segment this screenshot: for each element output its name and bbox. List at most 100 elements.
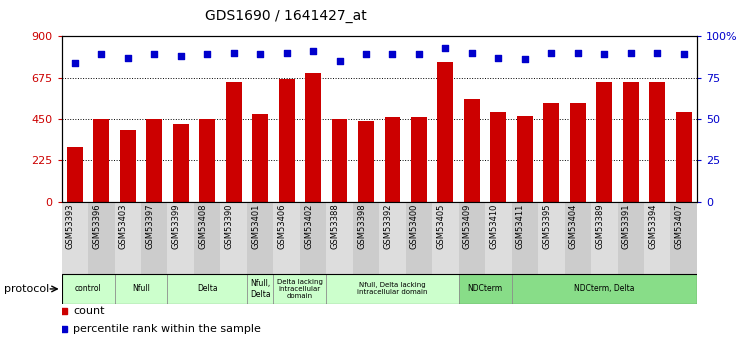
- Bar: [332, 119, 348, 202]
- Point: [175, 53, 187, 59]
- Text: GSM53396: GSM53396: [92, 203, 101, 249]
- Point: [122, 55, 134, 60]
- Text: protocol: protocol: [4, 284, 49, 294]
- Text: percentile rank within the sample: percentile rank within the sample: [73, 325, 261, 334]
- Bar: [88, 202, 115, 274]
- Bar: [167, 274, 247, 304]
- Text: Nfull,
Delta: Nfull, Delta: [250, 279, 270, 299]
- Bar: [511, 202, 538, 274]
- Bar: [459, 274, 511, 304]
- Text: GSM53393: GSM53393: [66, 203, 75, 249]
- Bar: [115, 202, 141, 274]
- Bar: [464, 99, 480, 202]
- Text: GSM53409: GSM53409: [463, 203, 472, 249]
- Text: GDS1690 / 1641427_at: GDS1690 / 1641427_at: [204, 9, 366, 23]
- Bar: [385, 117, 400, 202]
- Text: GSM53411: GSM53411: [516, 203, 525, 249]
- Point: [333, 58, 345, 64]
- Text: Nfull, Delta lacking
intracellular domain: Nfull, Delta lacking intracellular domai…: [357, 283, 428, 295]
- Bar: [115, 274, 167, 304]
- Bar: [305, 73, 321, 202]
- Point: [466, 50, 478, 56]
- Text: GSM53401: GSM53401: [251, 203, 260, 249]
- Bar: [644, 202, 671, 274]
- Bar: [591, 202, 617, 274]
- Point: [360, 52, 372, 57]
- Bar: [167, 202, 194, 274]
- Bar: [62, 274, 115, 304]
- Text: GSM53398: GSM53398: [357, 203, 366, 249]
- Bar: [252, 114, 268, 202]
- Bar: [273, 274, 326, 304]
- Point: [439, 45, 451, 51]
- Bar: [62, 202, 88, 274]
- Text: GSM53407: GSM53407: [674, 203, 683, 249]
- Point: [413, 52, 425, 57]
- Text: NDCterm, Delta: NDCterm, Delta: [574, 284, 635, 294]
- Point: [281, 50, 293, 56]
- Text: GSM53405: GSM53405: [436, 203, 445, 249]
- Point: [228, 50, 240, 56]
- Bar: [623, 82, 638, 202]
- Bar: [279, 79, 294, 202]
- Bar: [93, 119, 109, 202]
- Text: GSM53390: GSM53390: [225, 203, 234, 249]
- Bar: [570, 104, 586, 202]
- Bar: [671, 202, 697, 274]
- Text: GSM53392: GSM53392: [384, 203, 393, 249]
- Bar: [544, 104, 559, 202]
- Text: GSM53391: GSM53391: [622, 203, 631, 249]
- Bar: [273, 202, 300, 274]
- Bar: [379, 202, 406, 274]
- Bar: [247, 274, 273, 304]
- Bar: [485, 202, 511, 274]
- Text: GSM53402: GSM53402: [304, 203, 313, 249]
- Point: [651, 50, 663, 56]
- Text: GSM53406: GSM53406: [278, 203, 287, 249]
- Text: Delta lacking
intracellular
domain: Delta lacking intracellular domain: [277, 279, 323, 299]
- Bar: [406, 202, 433, 274]
- Bar: [490, 112, 506, 202]
- Point: [493, 55, 505, 60]
- Bar: [676, 112, 692, 202]
- Bar: [221, 202, 247, 274]
- Point: [599, 52, 611, 57]
- Bar: [226, 82, 242, 202]
- Bar: [438, 62, 454, 202]
- Text: GSM53399: GSM53399: [172, 203, 181, 249]
- Bar: [538, 202, 565, 274]
- Point: [148, 52, 160, 57]
- Bar: [511, 274, 697, 304]
- Bar: [67, 147, 83, 202]
- Point: [201, 52, 213, 57]
- Text: count: count: [73, 306, 104, 315]
- Point: [677, 52, 689, 57]
- Point: [95, 52, 107, 57]
- Point: [625, 50, 637, 56]
- Text: GSM53400: GSM53400: [410, 203, 419, 249]
- Point: [69, 60, 81, 66]
- Bar: [326, 202, 353, 274]
- Text: GSM53403: GSM53403: [119, 203, 128, 249]
- Text: GSM53404: GSM53404: [569, 203, 578, 249]
- Bar: [199, 119, 215, 202]
- Bar: [650, 82, 665, 202]
- Text: control: control: [74, 284, 101, 294]
- Text: GSM53388: GSM53388: [330, 203, 339, 249]
- Text: Delta: Delta: [197, 284, 218, 294]
- Text: GSM53408: GSM53408: [198, 203, 207, 249]
- Point: [519, 57, 531, 62]
- Bar: [617, 202, 644, 274]
- Bar: [596, 82, 612, 202]
- Bar: [411, 117, 427, 202]
- Bar: [300, 202, 327, 274]
- Text: Nfull: Nfull: [132, 284, 150, 294]
- Bar: [194, 202, 221, 274]
- Point: [307, 48, 319, 54]
- Text: GSM53394: GSM53394: [648, 203, 657, 249]
- Bar: [358, 121, 374, 202]
- Text: GSM53395: GSM53395: [542, 203, 551, 249]
- Text: GSM53410: GSM53410: [490, 203, 499, 249]
- Text: GSM53389: GSM53389: [596, 203, 605, 249]
- Bar: [459, 202, 485, 274]
